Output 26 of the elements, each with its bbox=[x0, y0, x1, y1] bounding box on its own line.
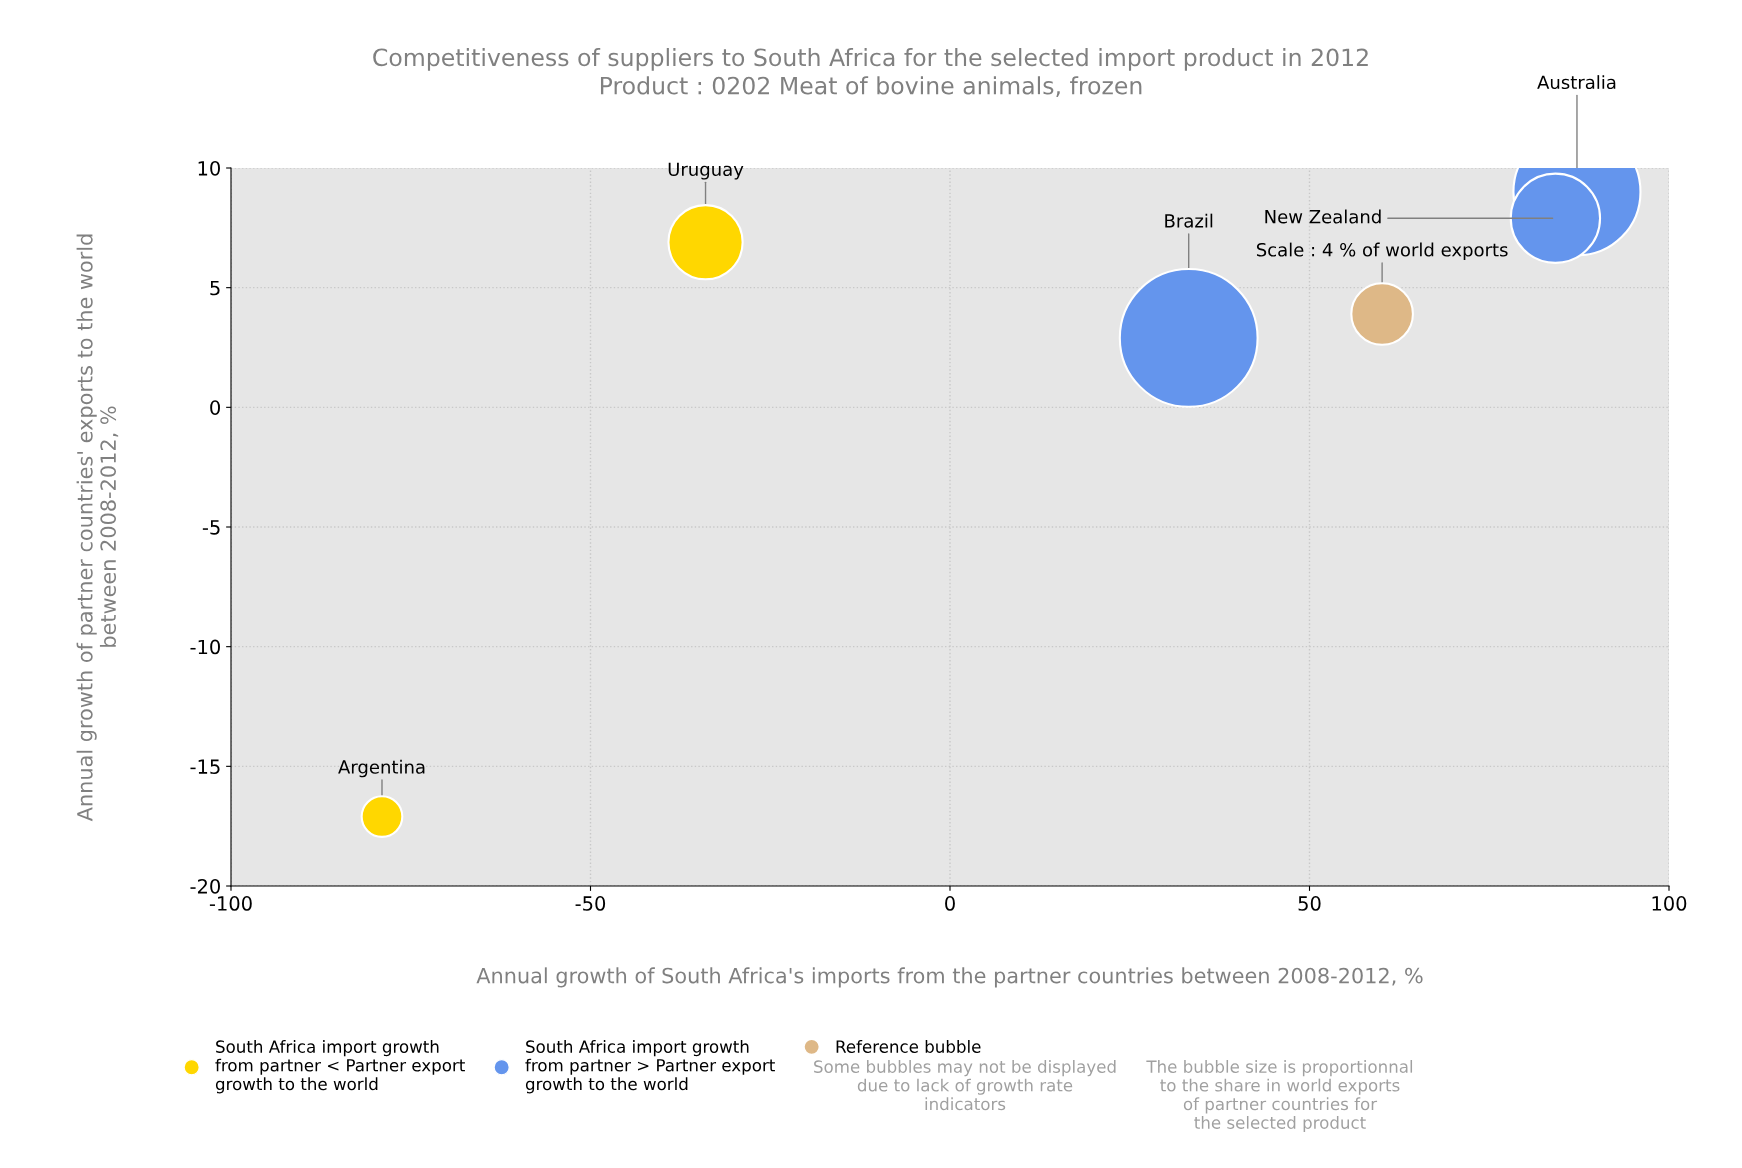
y-tick-label: 5 bbox=[210, 280, 220, 296]
y-tick-label: 0 bbox=[210, 400, 220, 415]
annotation: New Zealand bbox=[1265, 209, 1381, 224]
y-tick-label: -5 bbox=[202, 520, 220, 535]
x-axis-title: Annual growth of South Africa's imports from the partner countries between 2008-2012, % bbox=[476, 967, 1423, 988]
legend-label: Reference bubble bbox=[836, 1040, 981, 1053]
chart-title: Competitiveness of suppliers to South Africa for the selected import product in 2012 Product : 0202 Meat of bovine animals, frozen bbox=[373, 48, 1368, 97]
y-tick-label: 10 bbox=[198, 160, 220, 176]
annotation: Scale : 4 % of world exports bbox=[1256, 242, 1508, 261]
x-tick-label: 50 bbox=[1298, 896, 1321, 911]
y-tick-label: -10 bbox=[190, 639, 220, 655]
x-tick-label: 0 bbox=[945, 896, 955, 911]
y-axis-title: Annual growth of partner countries' exports to the world between 2008-2012, % bbox=[76, 234, 119, 822]
text: Some bubbles may not be displayed due to lack of growth rate indicators bbox=[814, 1060, 1116, 1111]
legend-label: South Africa import growth from partner < Partner export growth to the world bbox=[215, 1040, 465, 1094]
y-tick-label: -20 bbox=[190, 878, 220, 894]
annotation: Argentina bbox=[338, 759, 425, 778]
legend-label: South Africa import growth from partner > Partner export growth to the world bbox=[525, 1040, 775, 1094]
x-tick-label: -50 bbox=[575, 896, 606, 911]
annotation: Brazil bbox=[1165, 213, 1213, 228]
x-tick-label: -100 bbox=[209, 896, 252, 911]
x-tick-label: 100 bbox=[1652, 896, 1687, 911]
annotation: Australia bbox=[1537, 75, 1616, 90]
text: The bubble size is proportionnal to the share in world exports of partner countries for the selected product bbox=[1146, 1060, 1413, 1133]
y-tick-label: -15 bbox=[190, 759, 220, 774]
annotation: Uruguay bbox=[668, 162, 744, 180]
